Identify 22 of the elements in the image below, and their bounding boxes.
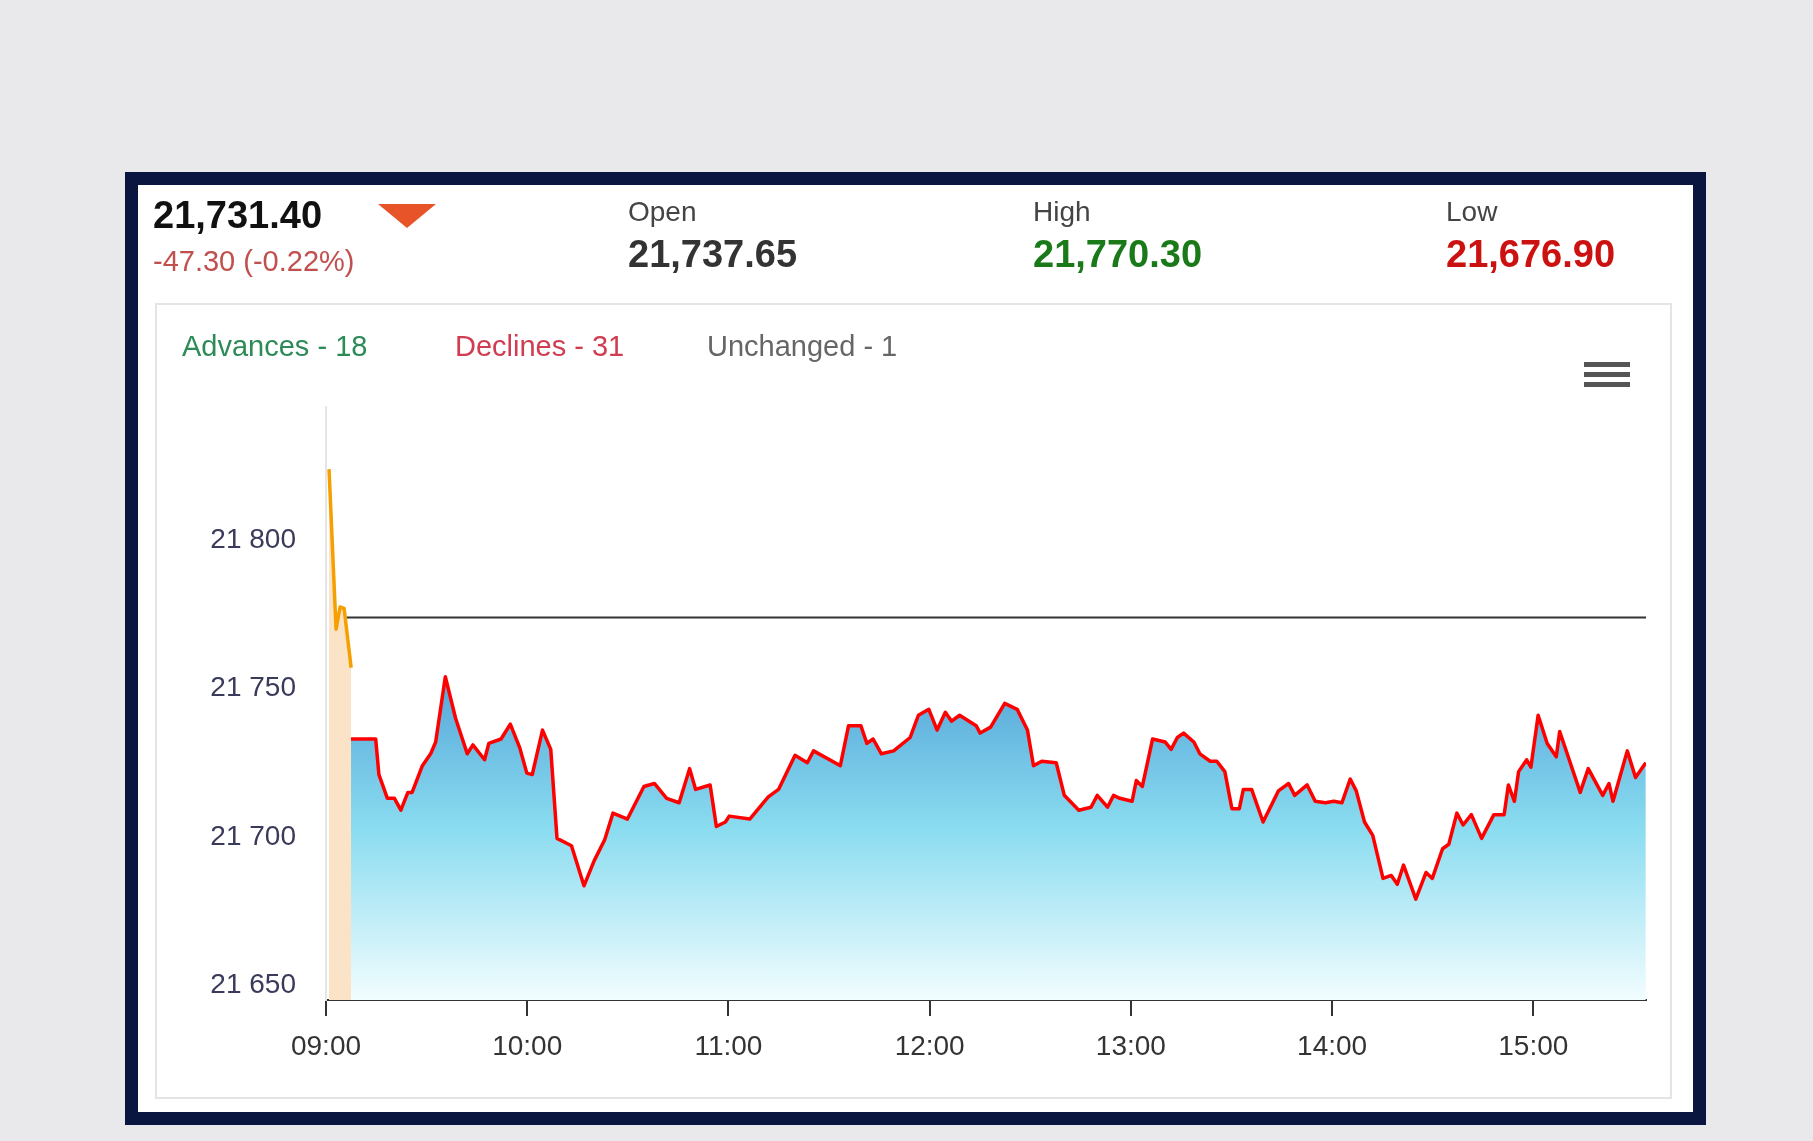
chart-title: 21,731.40 [153, 194, 323, 237]
text: Declines - 31 [455, 330, 625, 363]
text: 21,770.30 [1033, 233, 1203, 276]
text: 21,676.90 [1446, 233, 1616, 276]
x-tick-label: 12:00 [894, 1029, 965, 1061]
x-tick-label: 15:00 [1498, 1029, 1569, 1061]
chart-subtitle: -47.30 (-0.22%) [153, 245, 355, 278]
text: Unchanged - 1 [707, 330, 898, 363]
y-tick-label: 21 650 [210, 967, 296, 999]
x-tick-label: 13:00 [1095, 1029, 1166, 1061]
text: Low [1446, 196, 1498, 228]
text: High [1033, 196, 1091, 228]
x-tick-label: 09:00 [290, 1029, 362, 1061]
text: Advances - 18 [182, 330, 368, 363]
text: Open [628, 196, 697, 228]
x-tick-label: 11:00 [694, 1029, 763, 1061]
y-tick-label: 21 800 [210, 522, 296, 554]
y-tick-label: 21 750 [210, 671, 296, 703]
x-tick-label: 10:00 [492, 1029, 563, 1061]
text: 21,737.65 [628, 233, 798, 276]
x-tick-label: 14:00 [1297, 1029, 1368, 1061]
y-tick-label: 21 700 [210, 819, 296, 851]
